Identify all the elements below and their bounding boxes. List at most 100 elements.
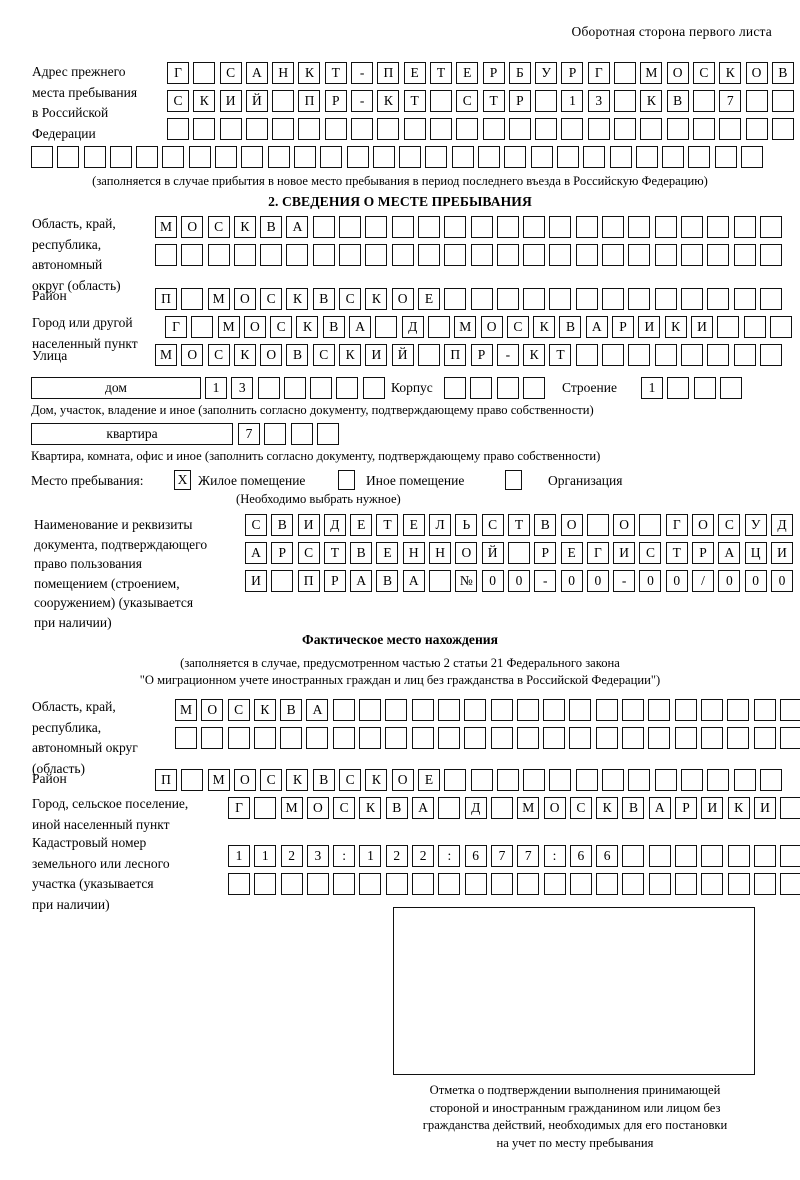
actual-district-cell-13[interactable] [470, 769, 493, 791]
checkbox-other-premises[interactable] [338, 470, 355, 490]
actual-region-r1-cell-1[interactable]: М [175, 699, 197, 721]
document-basis-r2-cell-6[interactable]: Е [376, 542, 399, 564]
section2-street-cell-13[interactable]: Р [470, 344, 493, 366]
actual-city-cell-15[interactable]: К [596, 797, 619, 819]
section2-region-r1-cell-20[interactable] [654, 216, 677, 238]
house-cell-7[interactable] [362, 377, 385, 399]
section2-region-r1-cell-18[interactable] [602, 216, 625, 238]
section2-city-cell-20[interactable]: К [664, 316, 687, 338]
prev-address-r4-cell-28[interactable] [741, 146, 764, 168]
actual-district-cell-7[interactable]: В [312, 769, 335, 791]
prev-address-r3-cell-15[interactable] [535, 118, 558, 140]
flat-cell-1[interactable]: 7 [238, 423, 260, 445]
section2-region-r1-cell-8[interactable] [339, 216, 362, 238]
checkbox-residential[interactable]: X [174, 470, 191, 490]
cadastral-r2-cell-1[interactable] [228, 873, 250, 895]
actual-city-cell-17[interactable]: А [648, 797, 671, 819]
section2-street-cell-17[interactable] [575, 344, 598, 366]
section2-city-cell-12[interactable]: М [454, 316, 477, 338]
actual-region-r1-cell-6[interactable]: А [306, 699, 329, 721]
section2-city-cell-6[interactable]: К [296, 316, 319, 338]
prev-address-row-3[interactable] [167, 118, 794, 140]
prev-address-r4-cell-19[interactable] [504, 146, 527, 168]
section2-region-r2-cell-12[interactable] [444, 244, 467, 266]
actual-region-r2-cell-2[interactable] [201, 727, 224, 749]
cadastral-r1-cell-5[interactable]: : [333, 845, 356, 867]
section2-region-r1-cell-7[interactable] [312, 216, 335, 238]
actual-region-r2-cell-7[interactable] [332, 727, 355, 749]
section2-region-r1-cell-19[interactable] [628, 216, 651, 238]
actual-region-r2-cell-6[interactable] [306, 727, 329, 749]
actual-region-r2-cell-10[interactable] [411, 727, 434, 749]
actual-city-cell-11[interactable] [490, 797, 513, 819]
document-basis-r3-cell-6[interactable]: В [376, 570, 399, 592]
prev-address-r4-cell-2[interactable] [57, 146, 80, 168]
actual-region-r2-cell-24[interactable] [779, 727, 800, 749]
section2-region-r1-cell-12[interactable] [444, 216, 467, 238]
section2-street-cell-15[interactable]: К [523, 344, 546, 366]
actual-district-cell-2[interactable] [181, 769, 204, 791]
stroenie-cell-3[interactable] [693, 377, 716, 399]
actual-city-cell-14[interactable]: С [569, 797, 592, 819]
prev-address-r4-cell-20[interactable] [530, 146, 553, 168]
cadastral-r1-cell-7[interactable]: 2 [385, 845, 408, 867]
section2-district-cell-20[interactable] [654, 288, 677, 310]
section2-street-cell-10[interactable]: Й [391, 344, 414, 366]
prev-address-r2-cell-12[interactable]: С [456, 90, 479, 112]
section2-district-cell-24[interactable] [759, 288, 782, 310]
prev-address-r2-cell-15[interactable] [535, 90, 558, 112]
document-basis-r1-cell-17[interactable]: Г [665, 514, 688, 536]
document-basis-r1-cell-18[interactable]: О [692, 514, 715, 536]
prev-address-row-4[interactable] [31, 146, 764, 168]
document-basis-r1-cell-15[interactable]: О [613, 514, 636, 536]
actual-region-r2-cell-17[interactable] [595, 727, 618, 749]
section2-city-cell-22[interactable] [717, 316, 740, 338]
document-basis-r2-cell-5[interactable]: В [350, 542, 373, 564]
document-basis-r2-cell-20[interactable]: Ц [744, 542, 767, 564]
section2-region-r2-cell-23[interactable] [733, 244, 756, 266]
cadastral-r1-cell-15[interactable]: 6 [596, 845, 619, 867]
section2-street-cell-23[interactable] [733, 344, 756, 366]
prev-address-r2-cell-13[interactable]: Т [482, 90, 505, 112]
document-basis-r3-cell-5[interactable]: А [350, 570, 373, 592]
actual-region-r1-cell-22[interactable] [727, 699, 750, 721]
cadastral-r2-cell-10[interactable] [464, 873, 487, 895]
actual-region-r1-cell-11[interactable] [437, 699, 460, 721]
korpus-cells[interactable] [444, 377, 545, 399]
section2-region-r2-cell-17[interactable] [575, 244, 598, 266]
cadastral-r1-cell-16[interactable] [622, 845, 645, 867]
actual-city-cell-20[interactable]: К [727, 797, 750, 819]
prev-address-r3-cell-11[interactable] [429, 118, 452, 140]
korpus-cell-3[interactable] [496, 377, 519, 399]
document-basis-r3-cell-21[interactable]: 0 [770, 570, 793, 592]
cadastral-r2-cell-18[interactable] [675, 873, 698, 895]
cadastral-r1-cell-14[interactable]: 6 [569, 845, 592, 867]
section2-street-cell-8[interactable]: К [339, 344, 362, 366]
actual-district-cell-21[interactable] [680, 769, 703, 791]
cadastral-r2-cell-9[interactable] [438, 873, 461, 895]
prev-address-r4-cell-11[interactable] [293, 146, 316, 168]
document-basis-r3-cell-2[interactable] [271, 570, 294, 592]
prev-address-r2-cell-24[interactable] [771, 90, 794, 112]
cadastral-r2-cell-15[interactable] [596, 873, 619, 895]
prev-address-r2-cell-21[interactable] [692, 90, 715, 112]
section2-region-r1-cell-16[interactable] [549, 216, 572, 238]
prev-address-r3-cell-18[interactable] [614, 118, 637, 140]
actual-city-cell-3[interactable]: М [280, 797, 303, 819]
section2-region-row-2[interactable] [155, 244, 782, 266]
section2-district-cell-15[interactable] [523, 288, 546, 310]
section2-city-cell-2[interactable] [191, 316, 214, 338]
document-basis-r1-cell-16[interactable] [639, 514, 662, 536]
section2-region-r2-cell-21[interactable] [680, 244, 703, 266]
prev-address-r4-cell-21[interactable] [556, 146, 579, 168]
section2-region-r2-cell-18[interactable] [602, 244, 625, 266]
prev-address-r1-cell-20[interactable]: О [666, 62, 689, 84]
actual-region-r1-cell-20[interactable] [674, 699, 697, 721]
actual-region-r1-cell-19[interactable] [648, 699, 671, 721]
house-cell-4[interactable] [283, 377, 306, 399]
document-basis-r2-cell-1[interactable]: А [245, 542, 267, 564]
document-basis-r3-cell-3[interactable]: П [297, 570, 320, 592]
document-basis-r3-cell-13[interactable]: 0 [560, 570, 583, 592]
section2-city-cell-21[interactable]: И [690, 316, 713, 338]
